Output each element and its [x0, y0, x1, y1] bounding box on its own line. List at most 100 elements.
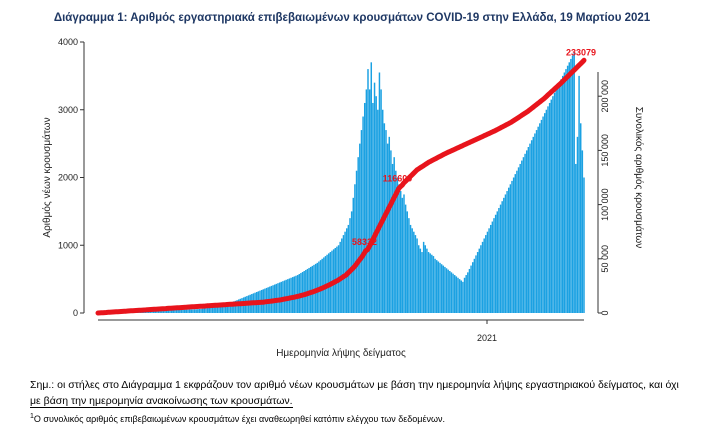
- bar: [427, 252, 430, 313]
- bar: [447, 269, 449, 313]
- left-tick-label: 4000: [58, 37, 78, 47]
- bar: [377, 109, 379, 313]
- bar: [512, 177, 515, 313]
- bar: [422, 241, 425, 313]
- bar: [205, 308, 207, 313]
- annotation-label: 233079: [566, 47, 596, 57]
- bar: [463, 277, 466, 313]
- bar: [396, 177, 399, 313]
- x-tick-label: 2021: [477, 333, 497, 343]
- bar: [575, 163, 577, 313]
- bar: [547, 106, 549, 313]
- bar: [460, 280, 463, 313]
- left-tick-label: 0: [73, 308, 78, 318]
- bar: [190, 309, 193, 313]
- right-tick-label: 0: [600, 310, 610, 315]
- bar: [401, 197, 404, 313]
- bar: [223, 304, 225, 313]
- bar: [305, 269, 307, 313]
- bar: [444, 266, 446, 313]
- bar: [540, 119, 543, 313]
- note-line-2: με βάση την ημερομηνία ανακοίνωσης των κ…: [30, 395, 293, 408]
- bar: [345, 228, 348, 313]
- bar: [468, 268, 471, 313]
- bar: [165, 310, 168, 313]
- bar: [525, 150, 528, 313]
- bar: [390, 150, 392, 313]
- line-series: [95, 57, 587, 316]
- bar: [450, 272, 453, 313]
- bar: [187, 309, 189, 313]
- bar: [391, 163, 394, 313]
- bar: [375, 96, 377, 313]
- chart-title: Διάγραμμα 1: Αριθμός εργαστηριακά επιβεβ…: [53, 12, 651, 24]
- bar: [509, 184, 512, 313]
- bar: [357, 157, 359, 313]
- bar: [416, 238, 418, 313]
- bar: [534, 133, 536, 313]
- y-axis-title-right: Συνολικός αριθμός κρουσμάτων: [633, 107, 645, 249]
- bar: [555, 89, 557, 314]
- bar: [522, 157, 525, 313]
- bar: [545, 109, 548, 313]
- bar: [499, 204, 502, 313]
- bar: [162, 310, 165, 313]
- bar: [179, 309, 181, 313]
- bar: [424, 245, 427, 313]
- left-tick-label: 3000: [58, 105, 78, 115]
- bar: [381, 109, 384, 313]
- chart-note: Σημ.: οι στήλες στο Διάγραμμα 1 εκφράζου…: [30, 377, 690, 409]
- right-tick-label: 100 000: [600, 188, 610, 221]
- bar: [193, 309, 196, 313]
- bar: [552, 96, 554, 313]
- right-tick-label: 150 000: [600, 134, 610, 167]
- bar: [406, 211, 409, 314]
- bar: [543, 113, 546, 313]
- right-tick-label: 200 000: [600, 80, 610, 113]
- left-tick-label: 2000: [58, 173, 78, 183]
- bar: [458, 279, 461, 314]
- bar: [169, 309, 171, 313]
- bar: [347, 224, 350, 313]
- bar: [434, 258, 436, 313]
- bar: [350, 211, 353, 314]
- bar: [372, 102, 374, 313]
- right-tick-label: 50 000: [600, 245, 610, 273]
- bar: [157, 310, 160, 313]
- axes: 0 1000 2000 3000 4000 0 50 000 100 000 150 000 20…: [41, 37, 645, 359]
- bar: [485, 235, 487, 313]
- left-tick-label: 1000: [58, 240, 78, 250]
- bar: [192, 309, 194, 313]
- bar: [399, 191, 402, 313]
- bar: [483, 238, 485, 313]
- bar: [498, 207, 500, 313]
- bar: [206, 307, 209, 313]
- bar: [566, 65, 569, 314]
- bar: [233, 301, 235, 313]
- bar: [496, 211, 499, 314]
- bar: [506, 191, 508, 313]
- chart-area: 0 1000 2000 3000 4000 0 50 000 100 000 150 000 20…: [41, 37, 645, 359]
- bar: [177, 309, 179, 313]
- bar: [465, 275, 467, 313]
- bar: [529, 143, 531, 314]
- bar: [558, 82, 561, 314]
- bar: [197, 309, 199, 313]
- bar: [236, 300, 238, 313]
- bar: [481, 241, 484, 313]
- bar: [455, 276, 458, 313]
- bar: [560, 79, 562, 313]
- bar: [440, 264, 443, 313]
- bar: [571, 55, 574, 314]
- bar: [426, 248, 428, 313]
- footnote-marker: 1: [30, 413, 34, 420]
- footnote-text: Ο συνολικός αριθμός επιβεβαιωμένων κρουσ…: [33, 414, 446, 424]
- bar: [475, 255, 477, 313]
- bar: [570, 58, 572, 313]
- bar: [471, 262, 474, 313]
- bar: [219, 305, 222, 313]
- bar: [548, 102, 551, 313]
- bar: [355, 170, 358, 313]
- bar: [365, 89, 368, 314]
- bar: [449, 271, 451, 313]
